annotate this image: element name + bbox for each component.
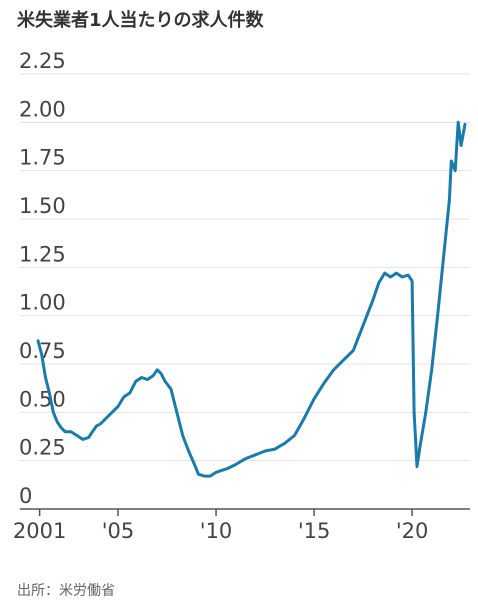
y-tick-label: 1.00 [19,291,66,315]
x-axis-ticks: 2001 '05 '10 '15 '20 [13,509,428,543]
x-tick-label: '10 [200,519,233,543]
x-tick-label: '05 [102,519,135,543]
y-tick-label: 0.25 [19,436,66,460]
x-tick-label: '20 [396,519,429,543]
y-tick-label: 0 [19,484,32,508]
x-tick-label: '15 [298,519,331,543]
y-tick-label: 1.50 [19,194,66,218]
x-tick-label: 2001 [13,519,66,543]
y-tick-label: 1.75 [19,146,66,170]
y-tick-label: 2.25 [19,49,66,73]
y-tick-label: 1.25 [19,242,66,266]
series-line [36,120,467,478]
chart-title: 米失業者1人当たりの求人件数 [17,10,264,31]
grid-lines [20,73,470,462]
y-tick-label: 2.00 [19,97,66,121]
y-tick-label: 0.50 [19,387,66,411]
source-note: 出所：米労働省 [17,583,115,599]
y-axis-tick-labels: 00.250.500.751.001.251.501.752.002.25 [19,49,66,508]
